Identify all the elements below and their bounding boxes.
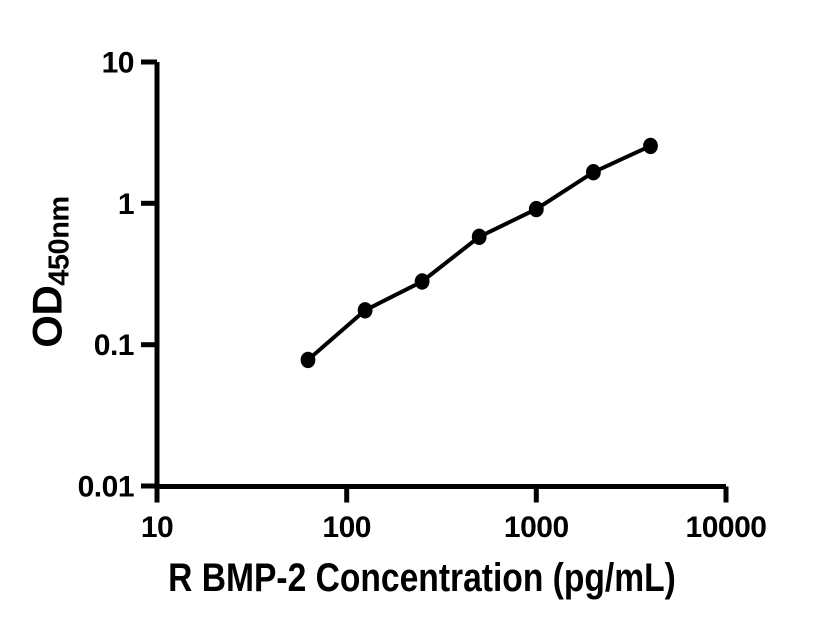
data-point-marker: [300, 351, 316, 369]
y-tick-label: 1: [118, 188, 134, 221]
y-axis-title-subscript: 450nm: [43, 196, 76, 286]
data-point-marker: [357, 302, 373, 319]
data-point-marker: [586, 164, 601, 181]
data-point-marker: [643, 137, 658, 155]
x-tick-label: 1000: [504, 511, 569, 544]
y-tick-label: 10: [102, 47, 134, 80]
data-point-marker: [414, 273, 430, 290]
data-point-marker: [471, 228, 487, 245]
data-point-marker: [528, 200, 544, 218]
x-tick-label: 10000: [686, 511, 767, 544]
x-tick-label: 10: [141, 511, 173, 544]
x-axis-title: R BMP-2 Concentration (pg/mL): [168, 556, 676, 600]
y-tick-label: 0.01: [78, 471, 134, 504]
y-axis-title: OD450nm: [24, 196, 77, 347]
standard-curve-line: [306, 144, 652, 362]
y-tick-label: 0.1: [94, 329, 134, 362]
y-axis-title-text: OD: [23, 285, 71, 348]
axis-frame: [154, 62, 726, 489]
x-tick-label: 100: [322, 511, 371, 544]
